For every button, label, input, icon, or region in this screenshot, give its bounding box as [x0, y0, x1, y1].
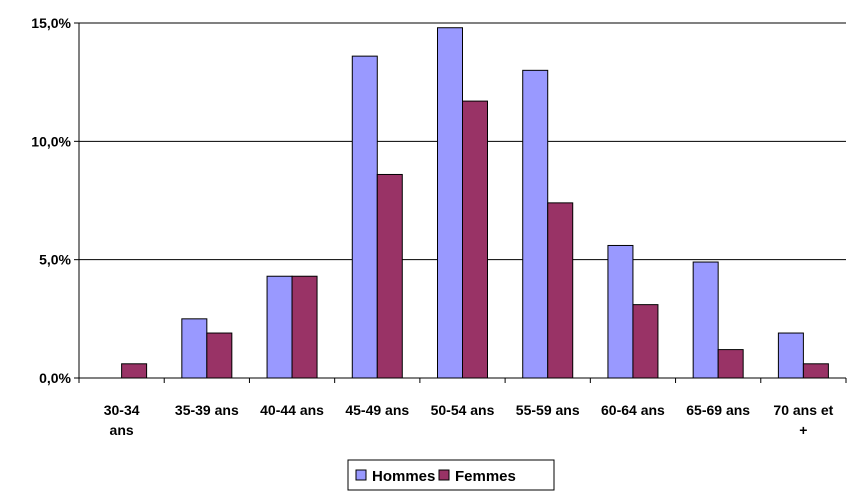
bar-femmes — [121, 363, 148, 379]
y-tick-label: 0,0% — [39, 370, 71, 386]
bar-femmes — [547, 202, 574, 379]
bar-femmes — [206, 332, 233, 379]
bar-hommes — [607, 244, 634, 379]
x-tick-label: 40-44 ans — [260, 402, 324, 418]
legend-label-femmes: Femmes — [455, 468, 516, 485]
x-tick-label: 60-64 ans — [601, 402, 665, 418]
bar-femmes — [376, 173, 403, 379]
x-tick-label: 50-54 ans — [431, 402, 495, 418]
axes — [78, 23, 847, 383]
bar-femmes — [291, 275, 318, 379]
legend-swatch-hommes — [355, 469, 367, 481]
x-tick-label: 35-39 ans — [175, 402, 239, 418]
bar-hommes — [266, 275, 293, 379]
x-tick-label: 65-69 ans — [686, 402, 750, 418]
y-tick-label: 10,0% — [31, 133, 71, 149]
legend: Hommes Femmes — [347, 459, 555, 491]
y-axis-ticks: 0,0% 5,0% 10,0% 15,0% — [31, 15, 79, 386]
legend-label-hommes: Hommes — [372, 468, 435, 485]
bar-hommes — [692, 261, 719, 379]
bar-femmes — [462, 100, 488, 379]
bar-femmes — [632, 304, 659, 379]
bar-hommes — [181, 318, 208, 379]
y-tick-label: 5,0% — [39, 252, 71, 268]
x-tick-label: 30-34 ans — [104, 402, 140, 438]
bar-hommes — [351, 55, 378, 379]
x-tick-label: 45-49 ans — [345, 402, 409, 418]
bars-group — [121, 27, 829, 379]
bar-femmes — [717, 349, 744, 379]
bar-hommes — [522, 69, 549, 379]
legend-box — [347, 459, 555, 491]
legend-swatch-femmes — [438, 469, 450, 481]
x-tick-label: 70 ans et + — [773, 402, 833, 438]
x-axis-labels: 30-34 ans 35-39 ans 40-44 ans 45-49 ans 50-54… — [104, 402, 834, 438]
bar-hommes — [777, 332, 804, 379]
y-tick-label: 15,0% — [31, 15, 71, 31]
x-tick-label: 55-59 ans — [516, 402, 580, 418]
bar-hommes — [437, 27, 463, 379]
bar-femmes — [802, 363, 829, 379]
